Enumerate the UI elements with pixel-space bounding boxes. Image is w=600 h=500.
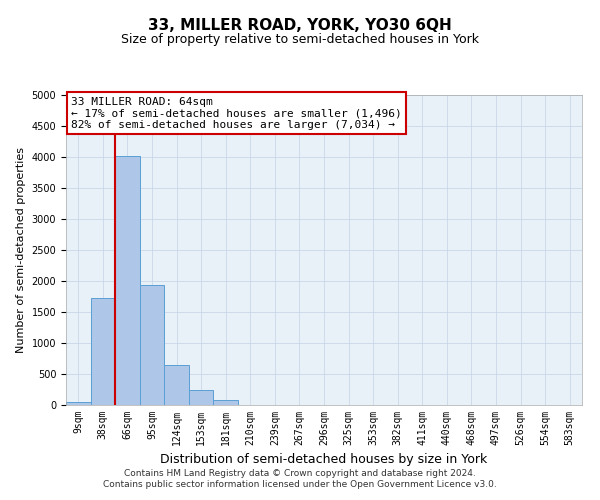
Bar [189, 390, 214, 405]
Bar [66, 402, 91, 405]
Bar [115, 156, 140, 405]
Text: 33, MILLER ROAD, YORK, YO30 6QH: 33, MILLER ROAD, YORK, YO30 6QH [148, 18, 452, 32]
Bar [214, 400, 238, 405]
Y-axis label: Number of semi-detached properties: Number of semi-detached properties [16, 147, 26, 353]
Bar [140, 286, 164, 405]
X-axis label: Distribution of semi-detached houses by size in York: Distribution of semi-detached houses by … [160, 454, 488, 466]
Text: Size of property relative to semi-detached houses in York: Size of property relative to semi-detach… [121, 32, 479, 46]
Bar [91, 298, 115, 405]
Text: 33 MILLER ROAD: 64sqm
← 17% of semi-detached houses are smaller (1,496)
82% of s: 33 MILLER ROAD: 64sqm ← 17% of semi-deta… [71, 96, 402, 130]
Bar [164, 364, 189, 405]
Text: Contains HM Land Registry data © Crown copyright and database right 2024.: Contains HM Land Registry data © Crown c… [124, 468, 476, 477]
Text: Contains public sector information licensed under the Open Government Licence v3: Contains public sector information licen… [103, 480, 497, 489]
